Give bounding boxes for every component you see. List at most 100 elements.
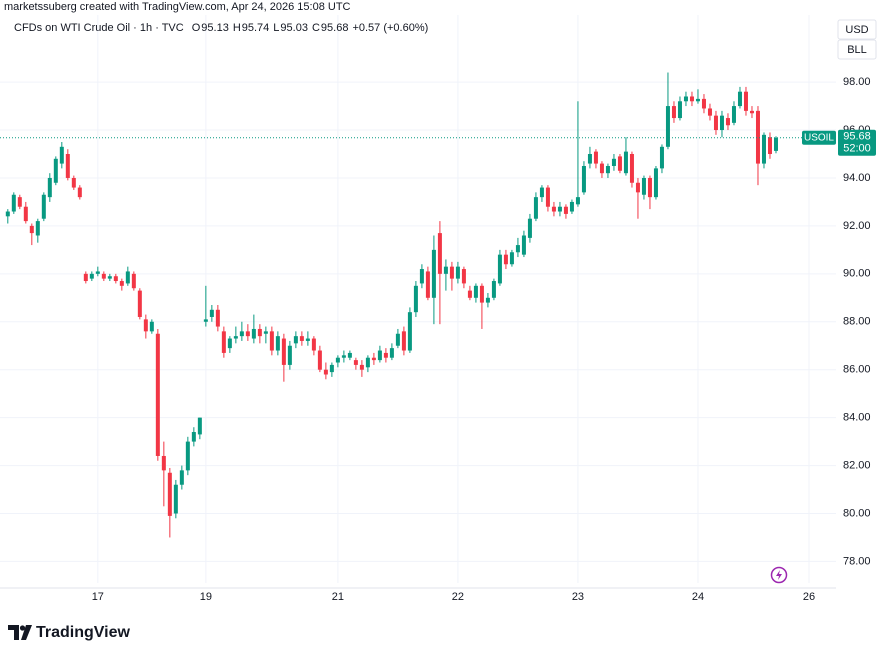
candle-body: [125, 271, 130, 284]
candle-body: [71, 177, 76, 188]
y-tick-label: 78.00: [843, 555, 871, 567]
candle-body: [239, 331, 244, 337]
ohlc-value: 95.68: [321, 22, 349, 34]
ohlc-letter: L: [273, 22, 279, 34]
logo-text[interactable]: TradingView: [36, 624, 131, 641]
candle-body: [569, 201, 574, 212]
candle-body: [563, 206, 568, 214]
candle-body: [119, 281, 124, 286]
candle-body: [437, 233, 442, 274]
candle-body: [371, 357, 376, 361]
candle-body: [419, 269, 424, 284]
instrument: CFDs on WTI Crude Oil · 1h · TVC: [14, 22, 184, 34]
candle-body: [365, 357, 370, 368]
candle-body: [137, 290, 142, 317]
currency[interactable]: USD: [845, 24, 868, 36]
candle-body: [35, 221, 40, 236]
countdown: 52:00: [843, 143, 871, 155]
candle-body: [635, 182, 640, 193]
icon-ring[interactable]: [770, 566, 788, 584]
candle-body: [191, 432, 196, 442]
lightning-icon[interactable]: [770, 566, 788, 584]
y-tick-label: 94.00: [843, 172, 871, 184]
candle-body: [299, 336, 304, 341]
candle-body: [425, 271, 430, 298]
candle-body: [629, 154, 634, 183]
candle-body: [659, 146, 664, 169]
logo[interactable]: TradingView: [8, 624, 131, 641]
candle-body: [701, 98, 706, 109]
candle-body: [269, 331, 274, 351]
icon-bolt[interactable]: [776, 570, 782, 580]
candle-body: [509, 252, 514, 265]
candle-body: [305, 338, 310, 341]
legend: CFDs on WTI Crude Oil · 1h · TVC O 95.13 H 9…: [14, 22, 428, 34]
candle-body: [227, 338, 232, 349]
currency-box[interactable]: [837, 19, 877, 40]
y-tick-label: 80.00: [843, 507, 871, 519]
candle-body: [653, 168, 658, 198]
candle-body: [773, 137, 778, 151]
candle-body: [335, 357, 340, 363]
y-tick-label: 84.00: [843, 412, 871, 424]
candle-body: [65, 154, 70, 178]
candle-body: [173, 484, 178, 514]
candle-body: [245, 331, 250, 337]
candle-body: [671, 106, 676, 119]
candle-body: [263, 331, 268, 334]
candle-body: [389, 348, 394, 358]
candle-body: [215, 309, 220, 327]
logo-dot[interactable]: [19, 625, 26, 631]
unit[interactable]: BLL: [847, 44, 867, 56]
symbol-tag: [802, 130, 836, 145]
candle-body: [677, 101, 682, 119]
y-tick-label: 88.00: [843, 316, 871, 328]
candle-body: [455, 266, 460, 279]
candle-body: [527, 218, 532, 238]
candle-body: [359, 364, 364, 370]
y-tick-label: 82.00: [843, 459, 871, 471]
x-tick-label: 17: [92, 591, 104, 603]
candle-body: [575, 197, 580, 205]
candle-body: [515, 245, 520, 253]
candle-body: [539, 187, 544, 198]
candle-body: [665, 106, 670, 147]
unit-box[interactable]: [837, 39, 877, 60]
candle-body: [329, 364, 334, 373]
candle-body: [401, 331, 406, 351]
symbol-label: USOIL: [804, 132, 834, 143]
candle-body: [275, 336, 280, 351]
logo-mark[interactable]: [8, 625, 32, 640]
candle-body: [491, 281, 496, 298]
candles: [5, 72, 778, 538]
candle-body: [689, 96, 694, 102]
candle-body: [557, 206, 562, 212]
candle-body: [77, 187, 82, 198]
candle-body: [755, 110, 760, 164]
candle-body: [161, 455, 166, 471]
candle-body: [185, 441, 190, 471]
candle-body: [395, 333, 400, 346]
candle-body: [113, 276, 118, 282]
candle-body: [683, 96, 688, 102]
candle-body: [461, 269, 466, 284]
price-tag: [838, 129, 876, 156]
ohlc-letter: C: [312, 22, 320, 34]
candle-body: [47, 177, 52, 198]
ohlc-letter: O: [192, 22, 201, 34]
candle-body: [155, 333, 160, 456]
candle-body: [413, 285, 418, 313]
candle-body: [617, 156, 622, 171]
x-tick-label: 23: [572, 591, 584, 603]
candle-body: [287, 345, 292, 365]
candle-body: [407, 312, 412, 351]
candle-body: [311, 338, 316, 351]
candle-body: [593, 151, 598, 164]
candle-body: [131, 273, 136, 289]
candle-body: [251, 328, 256, 339]
candle-body: [443, 266, 448, 274]
ohlc-value: 95.74: [242, 22, 270, 34]
candle-body: [605, 165, 610, 174]
candle-body: [695, 98, 700, 102]
